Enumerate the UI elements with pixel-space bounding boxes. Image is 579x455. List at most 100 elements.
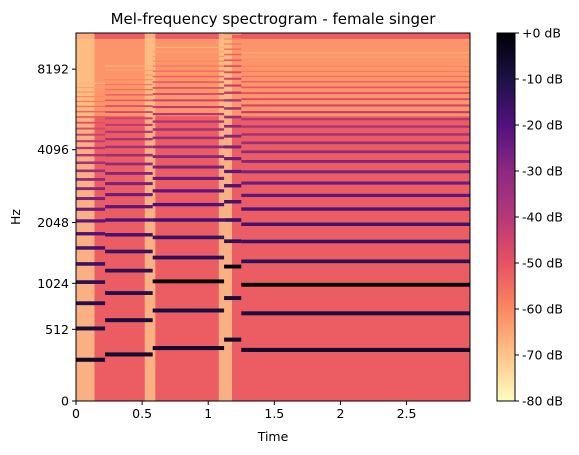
- harmonic-track: [224, 218, 242, 222]
- chart-title: Mel-frequency spectrogram - female singe…: [111, 10, 437, 28]
- y-tick-label: 8192: [37, 62, 69, 77]
- quiet-segment: [76, 33, 95, 401]
- harmonic-track: [152, 93, 225, 95]
- harmonic-track: [224, 91, 242, 94]
- harmonic-track: [105, 83, 153, 86]
- harmonic-track: [152, 87, 225, 89]
- harmonic-track: [105, 94, 153, 96]
- harmonic-track: [105, 318, 153, 323]
- harmonic-track: [241, 125, 470, 128]
- harmonic-track: [241, 282, 470, 287]
- harmonic-track: [224, 107, 242, 110]
- harmonic-track: [241, 75, 470, 78]
- harmonic-track: [241, 80, 470, 83]
- harmonic-track: [152, 55, 225, 58]
- harmonic-track: [152, 81, 225, 83]
- harmonic-track: [105, 233, 153, 237]
- harmonic-track: [76, 326, 106, 331]
- harmonic-track: [76, 86, 106, 89]
- harmonic-track: [105, 162, 153, 166]
- harmonic-track: [152, 165, 225, 169]
- harmonic-track: [152, 255, 225, 260]
- y-tick-label: 1024: [37, 276, 69, 291]
- harmonic-track: [152, 120, 225, 123]
- colorbar-tick-label: +0 dB: [522, 26, 561, 41]
- harmonic-track: [241, 86, 470, 89]
- harmonic-track: [224, 59, 242, 62]
- harmonic-track: [76, 178, 106, 181]
- harmonic-track: [241, 133, 470, 136]
- y-tick-label: 0: [61, 394, 69, 409]
- harmonic-track: [241, 70, 470, 73]
- harmonic-track: [241, 111, 470, 114]
- harmonic-track: [105, 123, 153, 126]
- harmonic-track: [152, 176, 225, 180]
- harmonic-track: [224, 337, 242, 342]
- harmonic-track: [224, 296, 242, 301]
- harmonic-track: [152, 218, 225, 222]
- harmonic-track: [105, 88, 153, 91]
- harmonic-track: [241, 52, 470, 54]
- harmonic-track: [224, 200, 242, 204]
- harmonic-track: [76, 140, 106, 143]
- harmonic-track: [152, 202, 225, 207]
- harmonic-track: [224, 43, 242, 45]
- harmonic-track: [152, 308, 225, 313]
- x-tick-label: 2: [336, 406, 344, 421]
- x-tick-label: 2.5: [397, 406, 417, 421]
- harmonic-track: [76, 246, 106, 250]
- harmonic-track: [76, 280, 106, 284]
- harmonic-track: [105, 105, 153, 107]
- harmonic-track: [224, 157, 242, 161]
- harmonic-track: [241, 141, 470, 145]
- harmonic-track: [76, 219, 106, 223]
- colorbar-axis: +0 dB -10 dB -20 dB -30 dB -40 dB -50 dB -60 d…: [515, 26, 563, 409]
- y-tick-label: 4096: [37, 142, 69, 157]
- harmonic-track: [152, 346, 225, 351]
- y-axis: 0 512 1024 2048 4096 8192: [37, 62, 76, 409]
- harmonic-track: [241, 259, 470, 264]
- harmonic-track: [241, 98, 470, 101]
- harmonic-track: [241, 170, 470, 174]
- harmonic-track: [105, 205, 153, 209]
- harmonic-track: [76, 232, 106, 236]
- harmonic-track: [224, 53, 242, 56]
- harmonic-track: [224, 77, 242, 80]
- harmonic-track: [241, 61, 470, 63]
- harmonic-track: [105, 145, 153, 149]
- colorbar-tick-label: -20 dB: [522, 118, 563, 133]
- harmonic-track: [224, 145, 242, 149]
- y-tick-label: 512: [45, 322, 69, 337]
- harmonic-track: [241, 118, 470, 121]
- harmonic-track: [241, 207, 470, 211]
- colorbar-tick-label: -80 dB: [522, 394, 563, 409]
- harmonic-track: [152, 128, 225, 131]
- harmonic-track: [224, 264, 242, 269]
- harmonic-track: [241, 104, 470, 107]
- harmonic-track: [224, 169, 242, 174]
- x-tick-label: 1: [204, 406, 212, 421]
- x-tick-label: 0: [72, 406, 80, 421]
- harmonic-track: [105, 153, 153, 157]
- x-tick-label: 0.5: [132, 406, 152, 421]
- harmonic-track: [105, 137, 153, 141]
- colorbar: [497, 33, 515, 401]
- harmonic-track: [152, 155, 225, 159]
- harmonic-track: [241, 150, 470, 154]
- harmonic-track: [76, 127, 106, 130]
- harmonic-track: [241, 92, 470, 94]
- harmonic-track: [105, 171, 153, 175]
- harmonic-track: [152, 46, 225, 49]
- harmonic-track: [76, 91, 106, 93]
- x-tick-label: 1.5: [264, 406, 284, 421]
- harmonic-track: [224, 184, 242, 188]
- harmonic-track: [152, 136, 225, 140]
- x-axis: 0 0.5 1 1.5 2 2.5: [72, 401, 416, 421]
- harmonic-track: [105, 193, 153, 197]
- high-frequency-band: [76, 38, 470, 117]
- harmonic-track: [76, 110, 106, 113]
- plot-frame: [75, 32, 471, 402]
- colorbar-tick-label: -60 dB: [522, 302, 563, 317]
- harmonic-track: [241, 311, 470, 316]
- colorbar-tick-label: -30 dB: [522, 164, 563, 179]
